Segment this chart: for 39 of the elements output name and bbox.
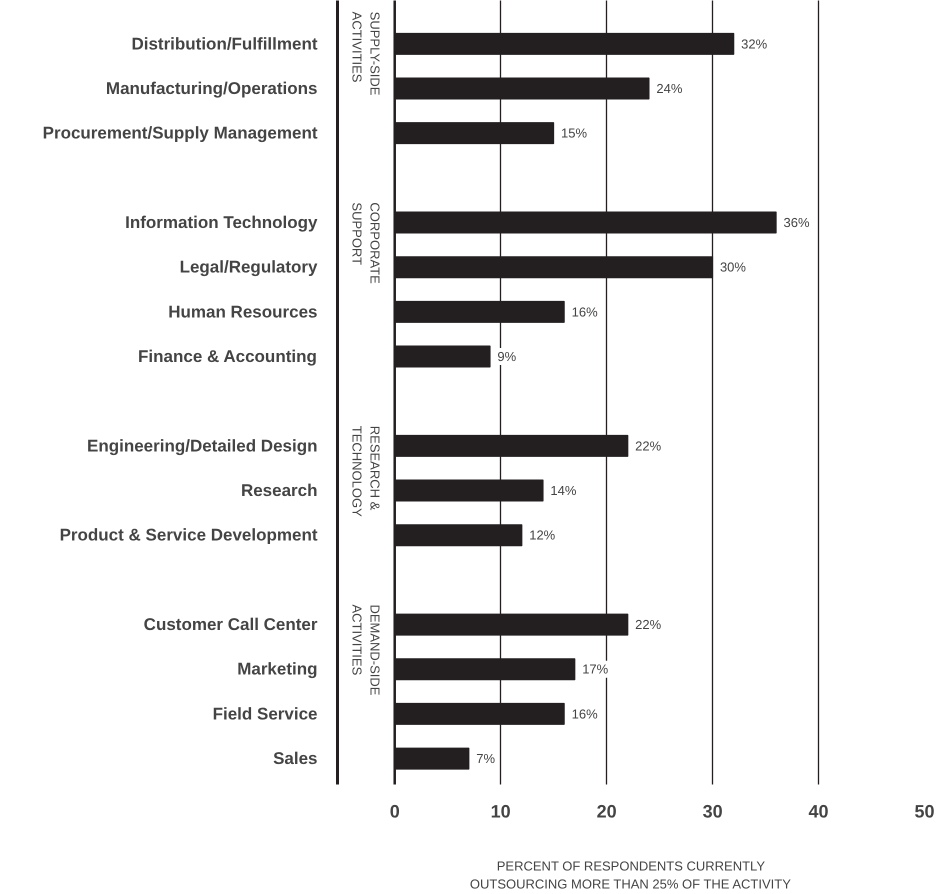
annotation: DEMAND-SIDE ACTIVITIES bbox=[350, 604, 383, 696]
data-label: 30% bbox=[720, 260, 746, 275]
annotation: CORPORATE SUPPORT bbox=[350, 202, 383, 284]
y-tick-label: Field Service bbox=[212, 704, 318, 724]
y-tick-label: Procurement/Supply Management bbox=[42, 124, 318, 143]
data-label: 17% bbox=[582, 662, 609, 677]
data-label: 16% bbox=[572, 304, 598, 320]
y-tick-label: Finance & Accounting bbox=[138, 347, 317, 366]
y-tick-label: Information Technology bbox=[125, 213, 318, 232]
y-tick-label: Customer Call Center bbox=[144, 615, 318, 634]
data-label: 7% bbox=[476, 751, 496, 766]
data-label: 22% bbox=[635, 617, 662, 632]
y-tick-label: Marketing bbox=[237, 660, 318, 679]
data-label: 36% bbox=[784, 215, 810, 230]
x-tick-label: 20 bbox=[596, 802, 617, 822]
y-tick-label: Legal/Regulatory bbox=[180, 258, 318, 277]
x-axis-title: PERCENT OF RESPONDENTS CURRENTLY OUTSOURCING MORE THAN 25% OF THE ACTIVITY bbox=[470, 858, 792, 892]
x-tick-label: 50 bbox=[914, 802, 935, 822]
data-label: 15% bbox=[561, 126, 588, 141]
data-label: 22% bbox=[635, 438, 662, 454]
data-label: 12% bbox=[529, 528, 556, 543]
data-label: 16% bbox=[572, 706, 598, 722]
data-label: 24% bbox=[656, 81, 683, 96]
y-tick-label: Sales bbox=[273, 749, 318, 768]
data-label: 32% bbox=[741, 36, 768, 52]
annotation: RESEARCH & TECHNOLOGY bbox=[350, 426, 383, 518]
data-label: 14% bbox=[550, 483, 577, 498]
x-tick-label: 30 bbox=[702, 802, 723, 822]
x-tick-label: 10 bbox=[490, 802, 511, 822]
data-label: 9% bbox=[497, 349, 517, 364]
annotation: SUPPLY-SIDE ACTIVITIES bbox=[350, 12, 383, 96]
y-tick-label: Distribution/Fulfillment bbox=[131, 34, 318, 54]
x-tick-label: 40 bbox=[808, 802, 829, 822]
x-tick-label: 0 bbox=[390, 802, 400, 822]
y-tick-label: Engineering/Detailed Design bbox=[87, 436, 318, 456]
y-tick-label: Research bbox=[240, 481, 318, 500]
y-tick-label: Human Resources bbox=[168, 302, 318, 322]
y-tick-label: Manufacturing/Operations bbox=[106, 79, 318, 98]
y-tick-label: Product & Service Development bbox=[60, 526, 318, 545]
